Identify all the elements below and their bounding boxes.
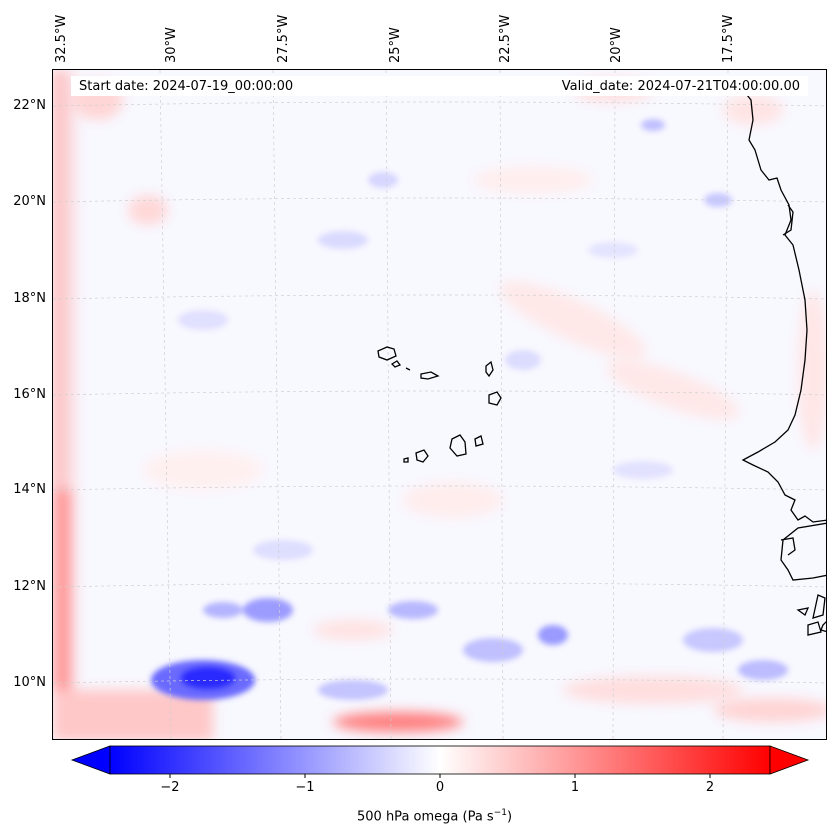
lon-label-27-5w: 27.5°W xyxy=(276,14,291,63)
start-date-label: Start date: 2024-07-19_00:00:00 xyxy=(79,79,294,94)
colorbar-gradient xyxy=(109,745,771,775)
info-bar xyxy=(71,76,808,96)
positive-omega-areas xyxy=(53,70,826,739)
lat-label-20n: 20°N xyxy=(13,194,46,209)
lat-label-12n: 12°N xyxy=(13,579,46,594)
lon-label-25w: 25°W xyxy=(388,27,403,63)
lat-label-16n: 16°N xyxy=(13,387,46,402)
colorbar-tick-1: 1 xyxy=(570,780,580,795)
lat-label-22n: 22°N xyxy=(13,98,46,113)
map-panel[interactable] xyxy=(52,69,827,740)
cape-verde-islands xyxy=(377,346,502,463)
lon-label-32-5w: 32.5°W xyxy=(54,14,69,63)
graticule xyxy=(53,70,826,739)
omega-field-map xyxy=(53,70,826,739)
lon-label-20w: 20°W xyxy=(609,27,624,63)
colorbar-label: 500 hPa omega (Pa s−1) xyxy=(357,808,513,825)
lon-label-22-5w: 22.5°W xyxy=(498,14,513,63)
colorbar-extend-min xyxy=(70,745,111,775)
colorbar-extend-max xyxy=(769,745,810,775)
lat-label-18n: 18°N xyxy=(13,291,46,306)
lon-label-30w: 30°W xyxy=(164,27,179,63)
colorbar xyxy=(70,745,810,778)
colorbar-tick-minus-2: −2 xyxy=(160,780,180,795)
lat-label-14n: 14°N xyxy=(13,482,46,497)
colorbar-tick-0: 0 xyxy=(435,780,445,795)
lat-label-10n: 10°N xyxy=(13,675,46,690)
negative-omega-areas xyxy=(151,119,788,700)
coastline xyxy=(741,89,826,636)
lon-label-17-5w: 17.5°W xyxy=(721,14,736,63)
valid-date-label: Valid_date: 2024-07-21T04:00:00.00 xyxy=(561,79,800,94)
colorbar-tick-minus-1: −1 xyxy=(295,780,315,795)
colorbar-tick-2: 2 xyxy=(705,780,715,795)
